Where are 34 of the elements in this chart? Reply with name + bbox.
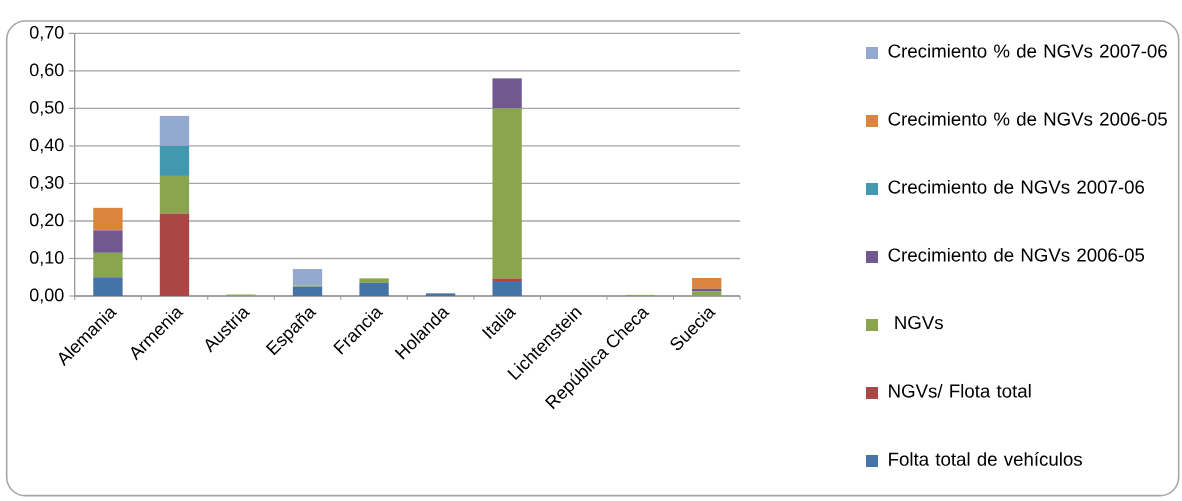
y-tick-label: 0,20	[29, 213, 64, 229]
y-tick-label: 0,50	[29, 100, 64, 116]
bar	[359, 282, 389, 296]
legend-label: Crecimiento de NGVs 2007-06	[888, 179, 1145, 194]
bar	[159, 213, 190, 296]
y-tick-label: 0,10	[29, 251, 64, 266]
legend-label: NGVs	[895, 315, 943, 330]
bar	[692, 291, 722, 296]
bar	[692, 277, 722, 289]
bar	[93, 252, 123, 278]
bar	[292, 268, 323, 286]
legend-label: Folta total de vehículos	[889, 451, 1082, 466]
bar	[93, 230, 123, 253]
legend-label: Crecimiento % de NGVs 2006-05	[888, 111, 1167, 126]
bar	[492, 280, 522, 296]
y-tick-label: 0,30	[29, 176, 64, 191]
bar	[292, 286, 323, 296]
legend-label: Crecimiento % de NGVs 2007-06	[888, 43, 1167, 58]
bar	[159, 145, 190, 176]
y-tick-label: 0,60	[29, 63, 64, 79]
bar	[425, 293, 456, 296]
y-tick-label: 0,40	[29, 138, 64, 154]
y-tick-label: 0,00	[29, 288, 64, 304]
legend-label: NGVs/ Flota total	[889, 383, 1031, 398]
bar	[93, 277, 123, 296]
bar	[359, 278, 389, 283]
bar	[159, 115, 190, 146]
bar	[93, 207, 123, 231]
bar	[492, 278, 522, 281]
bar	[492, 78, 522, 109]
bar	[159, 175, 190, 214]
y-tick-label: 0,70	[29, 25, 64, 41]
legend-label: Crecimiento de NGVs 2006-05	[888, 247, 1145, 262]
bar	[492, 108, 522, 279]
